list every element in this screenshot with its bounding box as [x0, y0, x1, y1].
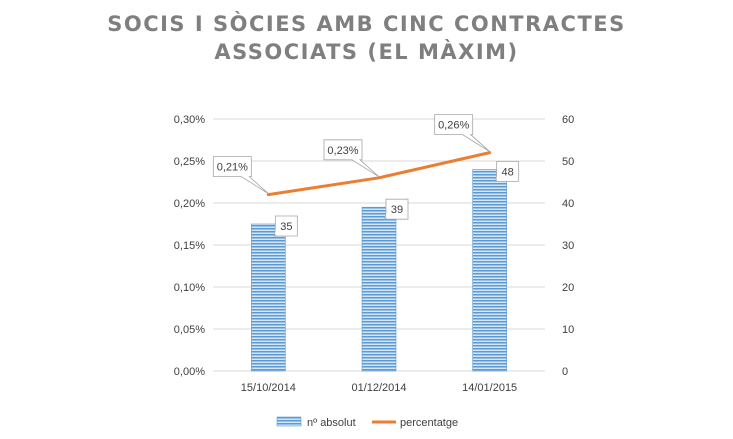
chart-title-line-1: SOCIS I SÒCIES AMB CINC CONTRACTES — [107, 12, 626, 36]
bar-data-label-box — [273, 215, 298, 238]
bar-data-label-box — [495, 161, 520, 183]
x-axis-tick-label: 14/01/2015 — [462, 382, 517, 394]
right-axis-tick-label: 20 — [562, 282, 574, 294]
legend-label-line: percentatge — [400, 417, 458, 429]
right-axis-tick-label: 30 — [562, 240, 574, 252]
legend-swatch-bar — [276, 416, 302, 427]
bar-series — [251, 169, 507, 372]
line-series — [266, 151, 492, 197]
chart-title-line-2: ASSOCIATS (EL MÀXIM) — [214, 40, 519, 64]
left-axis-tick-label: 0,25% — [174, 156, 205, 168]
x-axis-tick-label: 15/10/2014 — [241, 382, 296, 394]
x-axis-ticks: 15/10/2014 01/12/2014 14/01/2015 — [241, 382, 517, 394]
right-axis-tick-label: 0 — [562, 366, 568, 378]
line-series-path — [266, 151, 492, 197]
line-data-label: 0,23% — [327, 145, 358, 157]
right-axis-tick-label: 10 — [562, 324, 574, 336]
bar-data-label: 35 — [280, 221, 292, 233]
legend: nº absolut percentatge — [276, 416, 458, 429]
legend-label-bar: nº absolut — [307, 417, 356, 429]
left-axis-tick-label: 0,30% — [174, 114, 205, 126]
left-axis-ticks: 0,00% 0,05% 0,10% 0,15% 0,20% 0,25% 0,30% — [174, 114, 205, 378]
line-data-label: 0,26% — [438, 120, 469, 132]
line-data-label-box — [434, 114, 490, 152]
line-data-label-box — [212, 156, 269, 194]
line-data-label-box — [323, 139, 380, 178]
bar-data-label-box — [384, 198, 409, 221]
x-axis-tick-label: 01/12/2014 — [351, 382, 406, 394]
left-axis-tick-label: 0,05% — [174, 324, 205, 336]
data-labels: 0,21% 0,23% 0,26% 35 39 48 — [212, 114, 520, 238]
left-axis-tick-label: 0,20% — [174, 198, 205, 210]
bar-data-label: 48 — [502, 166, 514, 178]
bar-data-label: 39 — [391, 204, 403, 216]
right-axis-tick-label: 60 — [562, 114, 574, 126]
bar — [251, 223, 286, 372]
right-axis-tick-label: 50 — [562, 156, 574, 168]
right-axis-ticks: 0 10 20 30 40 50 60 — [562, 114, 574, 378]
line-data-label: 0,21% — [217, 162, 248, 174]
chart-title: SOCIS I SÒCIES AMB CINC CONTRACTES ASSOC… — [0, 10, 733, 66]
bar — [361, 206, 397, 372]
left-axis-tick-label: 0,15% — [174, 240, 205, 252]
left-axis-tick-label: 0,10% — [174, 282, 205, 294]
left-axis-tick-label: 0,00% — [174, 366, 205, 378]
bar — [472, 169, 507, 372]
right-axis-tick-label: 40 — [562, 198, 574, 210]
